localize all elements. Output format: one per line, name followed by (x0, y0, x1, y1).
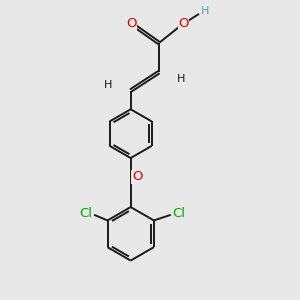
Text: O: O (178, 17, 189, 30)
Text: Cl: Cl (172, 207, 186, 220)
Text: O: O (126, 17, 136, 30)
Text: Cl: Cl (79, 207, 92, 220)
Text: H: H (104, 80, 112, 90)
Text: H: H (201, 7, 209, 16)
Text: H: H (177, 74, 185, 84)
Text: O: O (132, 170, 142, 183)
